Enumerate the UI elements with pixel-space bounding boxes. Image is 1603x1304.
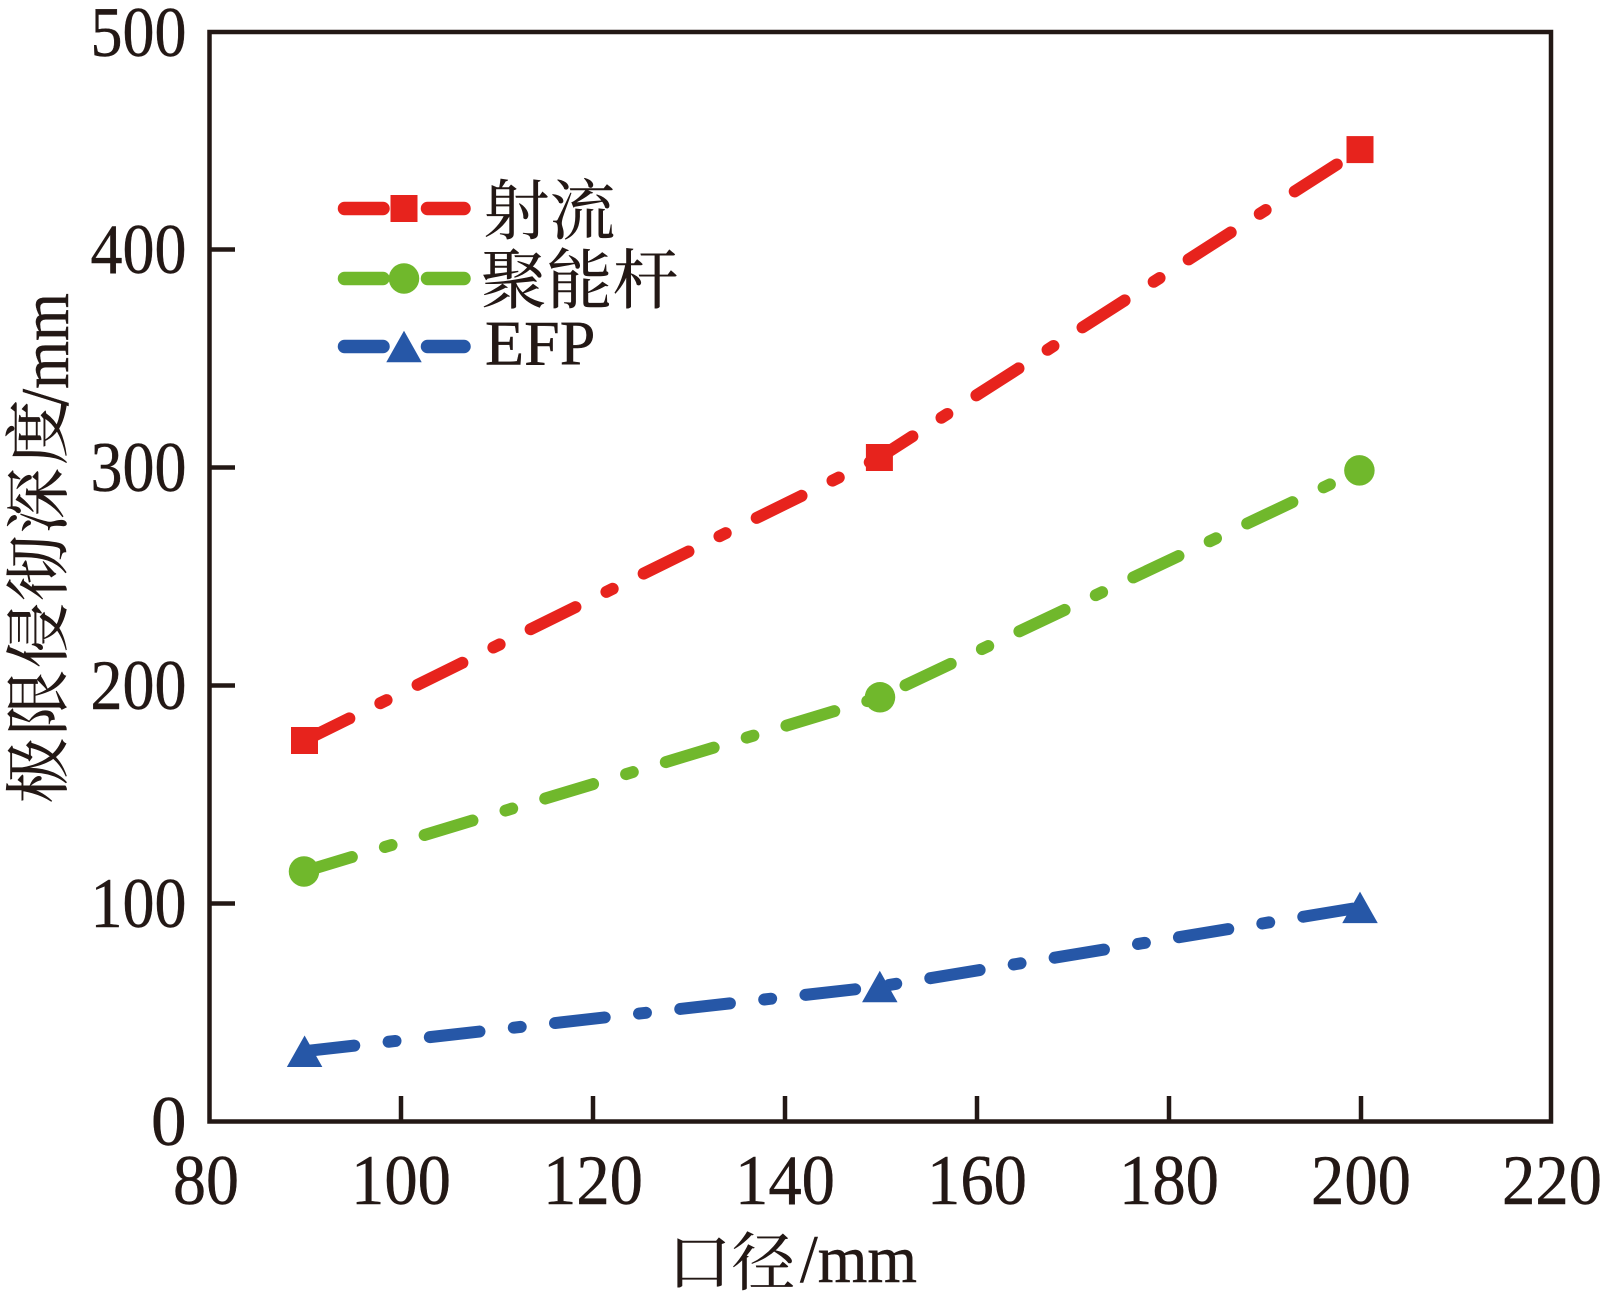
svg-text:200: 200	[1311, 1142, 1411, 1220]
svg-text:220: 220	[1502, 1142, 1602, 1220]
svg-text:/mm: /mm	[800, 1221, 917, 1297]
svg-text:0: 0	[151, 1083, 187, 1161]
svg-text:200: 200	[91, 647, 187, 725]
svg-text:140: 140	[735, 1142, 835, 1220]
svg-text:300: 300	[91, 429, 187, 507]
svg-text:120: 120	[543, 1142, 643, 1220]
svg-text:100: 100	[91, 865, 187, 943]
svg-text:/mm: /mm	[7, 293, 83, 406]
svg-text:EFP: EFP	[485, 308, 595, 379]
svg-text:400: 400	[91, 211, 187, 289]
svg-text:160: 160	[927, 1142, 1027, 1220]
svg-text:80: 80	[173, 1142, 239, 1220]
svg-text:100: 100	[351, 1142, 451, 1220]
svg-text:180: 180	[1119, 1142, 1219, 1220]
svg-text:500: 500	[91, 0, 187, 72]
